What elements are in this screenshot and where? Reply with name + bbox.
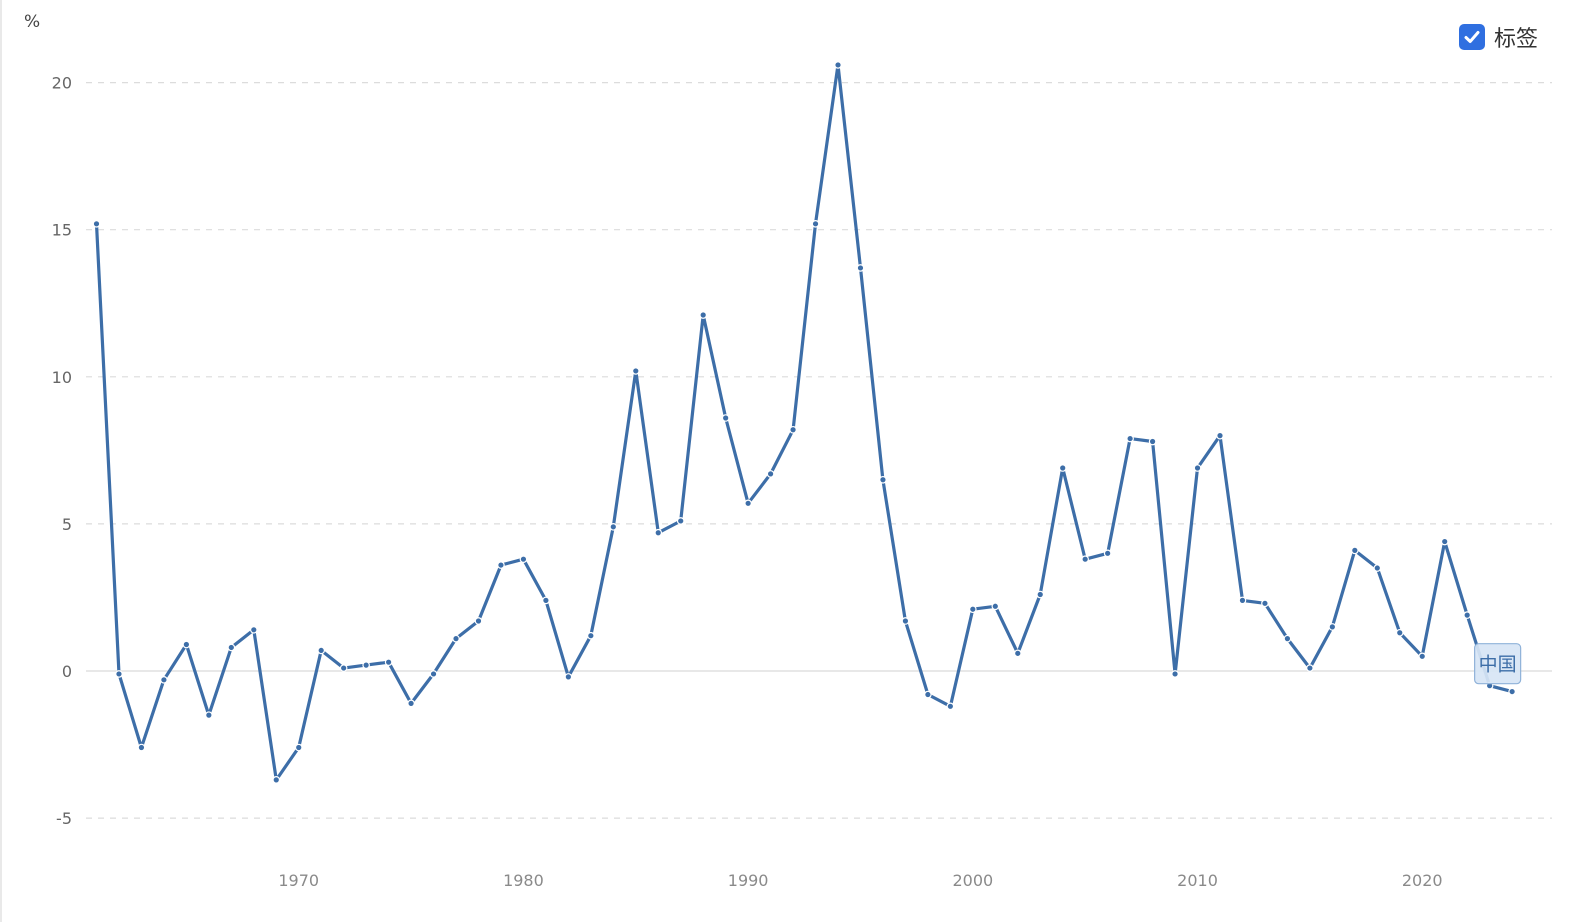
x-tick-label: 1980 bbox=[503, 871, 544, 890]
checkbox-checked-icon[interactable] bbox=[1459, 24, 1485, 50]
data-point bbox=[137, 743, 146, 752]
data-point bbox=[1216, 431, 1224, 440]
data-point bbox=[1058, 464, 1067, 472]
left-frame-border bbox=[0, 0, 2, 922]
data-point bbox=[497, 561, 505, 569]
data-point bbox=[901, 617, 910, 625]
data-point bbox=[1126, 434, 1134, 443]
y-tick-label: 0 bbox=[62, 662, 72, 681]
data-point bbox=[587, 631, 595, 640]
data-point bbox=[969, 605, 977, 614]
y-tick-label: 20 bbox=[52, 74, 72, 93]
data-point bbox=[452, 634, 460, 643]
data-point bbox=[834, 61, 842, 69]
data-point bbox=[564, 673, 573, 681]
data-point bbox=[879, 475, 887, 484]
data-point bbox=[1440, 537, 1449, 546]
data-point bbox=[1171, 670, 1179, 678]
data-point bbox=[182, 640, 191, 649]
data-point bbox=[1283, 634, 1292, 643]
data-point bbox=[811, 220, 820, 228]
data-point bbox=[1261, 599, 1269, 608]
series-line bbox=[94, 63, 1514, 782]
y-tick-label: -5 bbox=[56, 809, 72, 828]
data-point bbox=[429, 670, 438, 678]
data-point bbox=[227, 643, 236, 652]
x-tick-labels: 1970 1980 1990 2000 2010 2020 bbox=[278, 871, 1442, 890]
series-end-label-group: 中国 bbox=[1474, 643, 1522, 685]
data-point bbox=[856, 264, 865, 272]
data-point bbox=[1193, 464, 1202, 472]
legend-label-text: 标签 bbox=[1494, 27, 1539, 52]
data-point bbox=[1418, 652, 1427, 661]
data-point bbox=[946, 702, 955, 711]
data-point bbox=[205, 711, 213, 719]
y-axis-unit-label: % bbox=[24, 12, 41, 32]
data-point bbox=[1508, 687, 1516, 696]
data-point bbox=[789, 425, 797, 434]
gridlines bbox=[86, 81, 1552, 819]
data-point bbox=[1238, 596, 1247, 605]
data-point bbox=[991, 602, 1000, 611]
data-point bbox=[1328, 623, 1337, 631]
series-group bbox=[92, 61, 1516, 784]
data-point bbox=[631, 367, 640, 375]
data-point bbox=[542, 596, 550, 605]
data-point bbox=[362, 661, 370, 669]
data-point bbox=[766, 470, 775, 478]
data-point bbox=[1306, 664, 1314, 672]
data-point bbox=[317, 646, 326, 655]
data-point bbox=[519, 555, 528, 564]
x-tick-label: 1970 bbox=[278, 871, 319, 890]
series-end-label-box bbox=[1474, 643, 1522, 685]
data-point bbox=[1373, 564, 1382, 572]
x-tick-label: 2020 bbox=[1402, 871, 1443, 890]
data-point bbox=[609, 523, 618, 531]
data-point bbox=[1013, 649, 1022, 658]
data-point bbox=[474, 617, 483, 625]
series-end-label: 中国 bbox=[1479, 654, 1517, 676]
x-tick-label: 2010 bbox=[1177, 871, 1218, 890]
data-point bbox=[407, 699, 415, 708]
data-point bbox=[676, 517, 685, 525]
data-point bbox=[924, 690, 932, 699]
y-tick-labels: -5 0 5 10 15 20 bbox=[52, 74, 72, 828]
x-tick-label: 1990 bbox=[728, 871, 769, 890]
data-point bbox=[1395, 628, 1404, 637]
data-point bbox=[384, 658, 393, 666]
data-point bbox=[1463, 611, 1471, 619]
y-tick-label: 5 bbox=[62, 515, 72, 534]
data-point bbox=[1081, 555, 1089, 564]
data-point bbox=[744, 499, 752, 508]
data-point bbox=[1148, 437, 1157, 446]
data-point bbox=[92, 220, 101, 228]
y-tick-label: 10 bbox=[52, 368, 72, 387]
data-point bbox=[1103, 549, 1112, 558]
data-point bbox=[339, 664, 348, 672]
data-point bbox=[249, 626, 258, 634]
x-tick-label: 2000 bbox=[952, 871, 993, 890]
data-point bbox=[272, 776, 281, 784]
data-point bbox=[1036, 590, 1045, 599]
data-point bbox=[699, 311, 707, 319]
data-point bbox=[160, 676, 168, 684]
legend-label-toggle[interactable]: 标签 bbox=[1459, 21, 1538, 53]
y-tick-label: 15 bbox=[52, 221, 72, 240]
data-point bbox=[721, 414, 730, 422]
data-point bbox=[294, 743, 303, 752]
data-point bbox=[654, 528, 663, 537]
data-point bbox=[1351, 546, 1359, 555]
data-point bbox=[115, 670, 123, 678]
